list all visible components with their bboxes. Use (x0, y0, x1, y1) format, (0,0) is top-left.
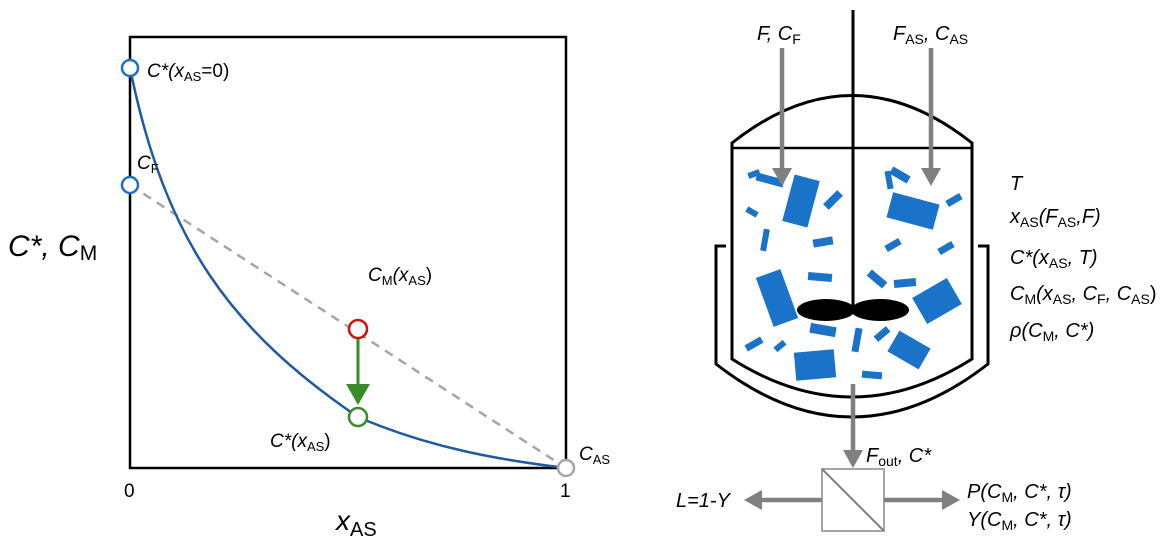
crystal (793, 349, 837, 381)
var-cm: CM(xAS, CF, CAS) (1010, 283, 1157, 307)
label-liquor-stream: L=1-Y (676, 490, 732, 512)
crystal (893, 278, 917, 288)
crystal (937, 240, 955, 256)
crystal (851, 327, 863, 353)
crystal (755, 269, 799, 327)
crystal (884, 237, 902, 253)
var-temperature: T (1010, 173, 1024, 195)
crystal (782, 174, 820, 228)
feed-arrow-fas (921, 48, 941, 186)
crystal (760, 228, 770, 252)
mixing-line (129, 183, 567, 470)
crystal (755, 172, 785, 188)
crystal (861, 370, 883, 380)
c-f-point (120, 175, 140, 195)
label-c-star-xas: C*(xAS) (270, 431, 331, 454)
label-c-star-x0: C*(xAS=0) (147, 61, 229, 84)
var-cstar: C*(xAS, T) (1010, 247, 1098, 271)
label-yield-y: Y(CM, C*, τ) (967, 509, 1072, 533)
plot-frame (128, 35, 568, 470)
label-feed-f: F, CF (757, 23, 801, 47)
crystal (945, 192, 963, 208)
crystal (809, 322, 837, 338)
x-axis-label: xAS (334, 505, 377, 536)
c-as-point (556, 458, 576, 478)
crystal (889, 166, 911, 184)
label-outlet: Fout, C* (866, 445, 932, 469)
vessel-body (730, 94, 974, 399)
c-star-x0-point (120, 58, 140, 78)
product-outlet-arrow (884, 490, 960, 510)
crystal (745, 206, 759, 218)
liquor-outlet-arrow (744, 490, 822, 510)
var-xas: xAS(FAS,F) (1009, 206, 1101, 230)
label-c-m-xas: CM(xAS) (368, 265, 432, 288)
var-rho: ρ(CM, C*) (1009, 320, 1094, 344)
crystallizer-schematic: F, CF FAS, CAS T xAS(FAS,F) C*(xAS, T) C… (676, 10, 1157, 533)
y-axis-label: C*, CM (8, 230, 97, 265)
label-product-p: P(CM, C*, τ) (967, 481, 1072, 505)
crystal (886, 192, 940, 230)
feed-arrow-f (772, 48, 792, 186)
crystal (773, 339, 787, 353)
tick-1: 1 (560, 481, 571, 502)
label-feed-fas: FAS, CAS (893, 23, 968, 47)
crystal (812, 236, 834, 248)
crystal (866, 269, 888, 289)
c-m-point (347, 318, 369, 340)
crystals (744, 166, 963, 381)
solubility-curve (128, 67, 567, 470)
impeller-blade-left (797, 299, 855, 321)
solubility-plot: C*, CM xAS 0 1 C*(xAS=0) CF CM(xAS) C*(x… (8, 35, 610, 536)
outlet-arrow (843, 384, 863, 468)
crystal (744, 336, 764, 352)
separator-filter (821, 468, 885, 532)
crystal (912, 278, 962, 324)
tick-0: 0 (124, 481, 135, 502)
crystal (887, 330, 931, 370)
crystal (884, 170, 894, 190)
crystal (807, 271, 833, 283)
c-star-xas-point (347, 406, 369, 428)
label-c-as: CAS (579, 444, 610, 467)
crystal (873, 326, 891, 342)
label-c-f: CF (137, 153, 159, 176)
crystal (747, 169, 761, 179)
impeller-blade-right (851, 299, 909, 321)
crystal (823, 190, 843, 210)
